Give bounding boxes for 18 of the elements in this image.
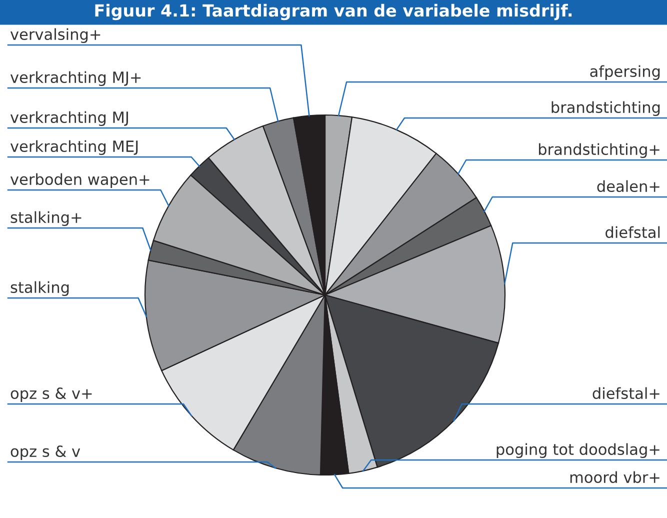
slice-label: verkrachting MJ+ xyxy=(10,71,141,86)
slice-label: moord vbr+ xyxy=(570,471,660,484)
slice-label: vervalsing+ xyxy=(10,28,100,43)
slice-label: verkrachting MJ xyxy=(10,111,128,126)
slice-label: stalking+ xyxy=(10,211,82,226)
slice-label: dealen+ xyxy=(597,180,660,192)
slice-label: diefstal xyxy=(606,226,660,238)
slice-label: diefstal+ xyxy=(592,387,660,400)
slice-label: opz s & v+ xyxy=(10,387,92,402)
slice-label: poging tot doodslag+ xyxy=(496,443,660,458)
slice-label: verkrachting MEJ xyxy=(10,140,138,155)
slice-label: brandstichting+ xyxy=(538,143,660,158)
slice-label: opz s & v xyxy=(10,445,80,460)
chart-title: Figuur 4.1: Taartdiagram van de variabele misdrijf. xyxy=(95,4,572,20)
slice-label: verboden wapen+ xyxy=(10,173,150,188)
slice-label: stalking xyxy=(10,281,69,296)
slice-label: afpersing xyxy=(590,65,660,80)
slice-label: brandstichting xyxy=(552,101,660,116)
